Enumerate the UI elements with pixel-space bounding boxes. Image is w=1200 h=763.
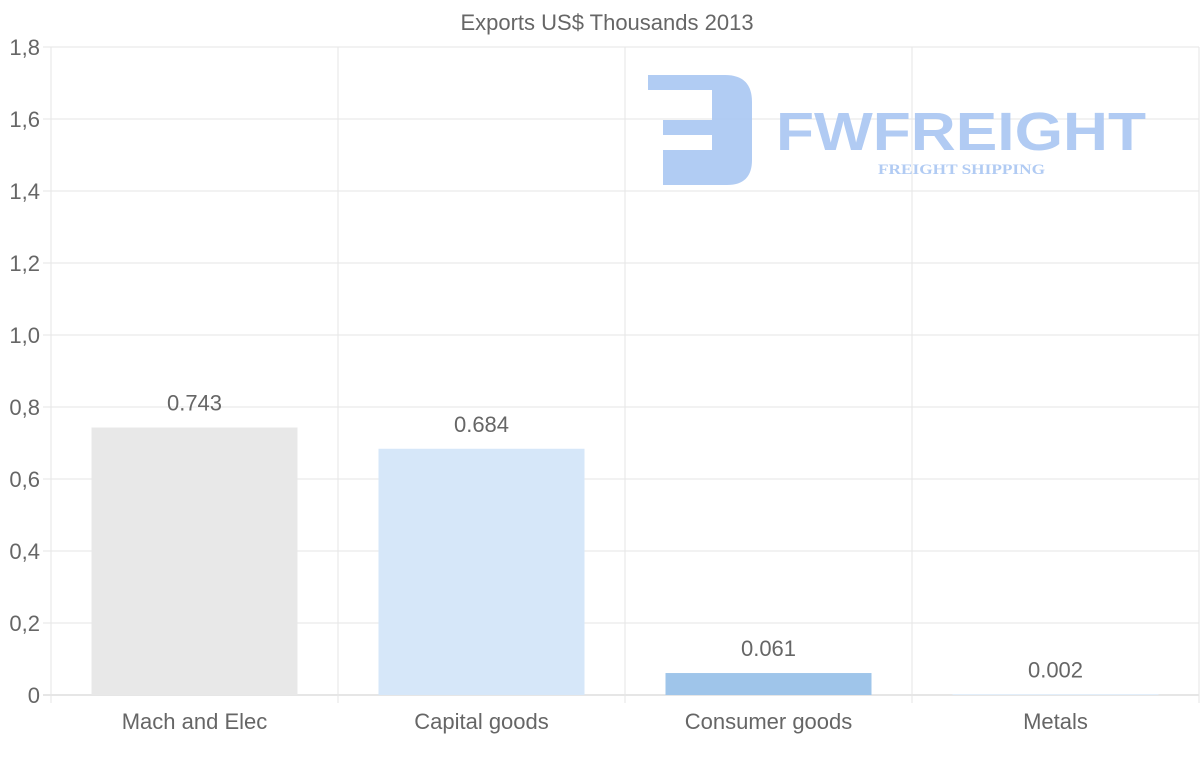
chart-title: Exports US$ Thousands 2013 [460,10,753,35]
y-tick-label: 1,0 [9,323,40,348]
bars [91,427,1159,695]
logo-brand: FWFREIGHT [776,102,1146,162]
y-tick-label: 0,4 [9,539,40,564]
data-label: 0.684 [454,412,509,437]
data-label: 0.002 [1028,657,1083,682]
y-tick-label: 1,4 [9,179,40,204]
x-tick-label: Mach and Elec [122,709,268,734]
y-tick-label: 0,2 [9,611,40,636]
bar [378,448,585,695]
logo-tagline: FREIGHT SHIPPING [878,162,1045,178]
bar [91,427,298,695]
y-tick-label: 0,8 [9,395,40,420]
x-tick-label: Capital goods [414,709,549,734]
x-tick-label: Consumer goods [685,709,853,734]
watermark-logo: FWFREIGHT FREIGHT SHIPPING [648,75,1146,185]
labels: 0 0,2 0,4 0,6 0,8 1,0 1,2 1,4 1,6 1,8 0.743 Mach an… [9,35,1087,734]
grid [43,46,1200,703]
y-tick-label: 0 [28,683,40,708]
y-tick-label: 0,6 [9,467,40,492]
data-label: 0.061 [741,636,796,661]
y-tick-label: 1,2 [9,251,40,276]
y-tick-label: 1,6 [9,107,40,132]
data-label: 0.743 [167,391,222,416]
bar [665,673,872,695]
x-tick-label: Metals [1023,709,1088,734]
y-tick-label: 1,8 [9,35,40,60]
logo-mark-icon [648,75,752,185]
bar [952,694,1159,695]
